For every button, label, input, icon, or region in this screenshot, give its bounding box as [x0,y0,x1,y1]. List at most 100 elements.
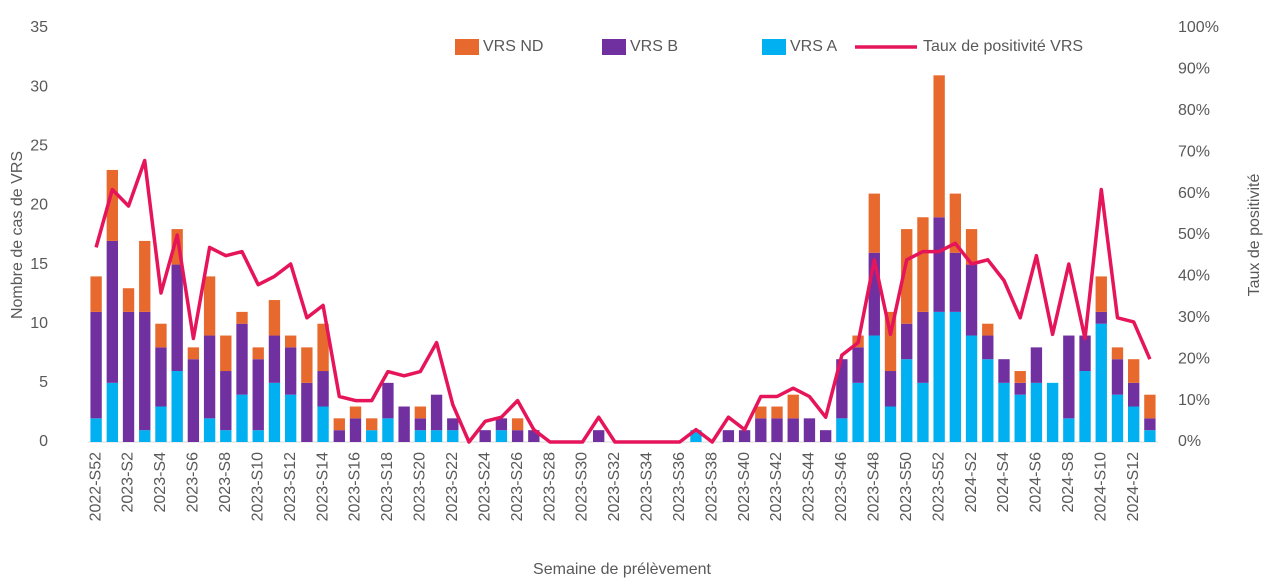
legend-swatch [762,39,786,55]
x-tick-label: 2023-S18 [379,452,396,521]
bar [1128,359,1140,383]
bar [852,347,864,383]
bar [252,347,264,360]
bar [1063,418,1075,442]
bar [1095,311,1107,324]
bar [771,418,783,442]
x-tick-label: 2023-S34 [639,452,656,521]
x-tick-label: 2023-S8 [217,452,234,513]
y-tick-label: 30 [30,78,48,95]
bar [284,394,297,442]
bar [949,252,962,312]
x-tick-label: 2023-S38 [703,452,720,521]
bar [495,430,508,442]
bar [268,335,281,383]
y2-tick-label: 100% [1178,19,1219,36]
bar [414,430,427,442]
x-tick-label: 2023-S32 [606,452,623,521]
bar [982,335,994,360]
bar [122,311,135,442]
bar [122,288,135,312]
x-tick-label: 2024-S12 [1125,452,1142,521]
bar [965,335,978,442]
bar [593,430,605,442]
bar [252,430,264,442]
y2-axis-title: Taux de positivité [1246,174,1263,297]
x-tick-label: 2023-S4 [152,452,169,513]
bar [301,347,313,383]
bar [901,359,913,442]
bar [220,371,232,431]
bar [1079,371,1091,442]
x-tick-label: 2023-S10 [249,452,266,521]
bar [398,406,410,442]
bar [528,430,540,442]
bar [1128,406,1140,442]
bar [301,382,313,442]
bar [317,371,329,407]
x-tick-label: 2024-S2 [963,452,980,513]
bar [949,311,962,442]
y-tick-label: 25 [30,138,48,155]
x-tick-label: 2023-S36 [671,452,688,521]
bar [511,418,524,431]
legend-label: VRS ND [483,38,543,55]
bar [171,264,183,372]
bar [917,382,929,442]
y2-tick-label: 60% [1178,185,1210,202]
bar [771,406,783,419]
x-tick-label: 2024-S4 [995,452,1012,513]
bar [787,418,799,442]
bar [139,430,151,442]
bar [511,430,524,442]
bar [495,418,508,431]
x-tick-label: 2023-S2 [120,452,137,513]
bar [1144,394,1156,419]
bar [917,217,929,312]
x-tick-label: 2023-S46 [833,452,850,521]
y2-tick-label: 90% [1178,61,1210,78]
y2-tick-label: 0% [1178,433,1201,450]
bar [187,347,200,360]
bar [106,169,118,241]
bar [998,359,1010,383]
bar [690,430,702,442]
bar [139,311,151,431]
bar [317,323,329,372]
bar [998,382,1010,442]
bar [155,347,167,407]
bar [414,418,427,431]
bar [284,335,297,348]
bar [965,264,978,336]
legend-label: Taux de positivité VRS [923,38,1083,55]
bar [933,311,945,442]
x-tick-label: 2023-S16 [347,452,364,521]
y2-tick-label: 70% [1178,143,1210,160]
y-axis-title: Nombre de cas de VRS [9,151,26,319]
bar [382,418,394,442]
bar [333,418,345,431]
bar [901,323,913,360]
x-tick-label: 2023-S24 [476,452,493,521]
y-tick-label: 35 [30,19,48,36]
x-tick-label: 2023-S50 [898,452,915,521]
bar [755,418,767,442]
bar [430,430,443,442]
bar [1063,335,1075,419]
bar [268,382,281,442]
y-tick-label: 20 [30,197,48,214]
bar [836,418,848,442]
bar [1095,323,1107,442]
x-tick-label: 2023-S28 [541,452,558,521]
bar [236,311,248,324]
bar [106,240,118,383]
bar [803,418,816,442]
bar [933,217,945,312]
bar [106,382,118,442]
bar [933,75,945,218]
bar [220,335,232,372]
bar [155,406,167,442]
bar [1046,382,1059,442]
bar [965,229,978,265]
